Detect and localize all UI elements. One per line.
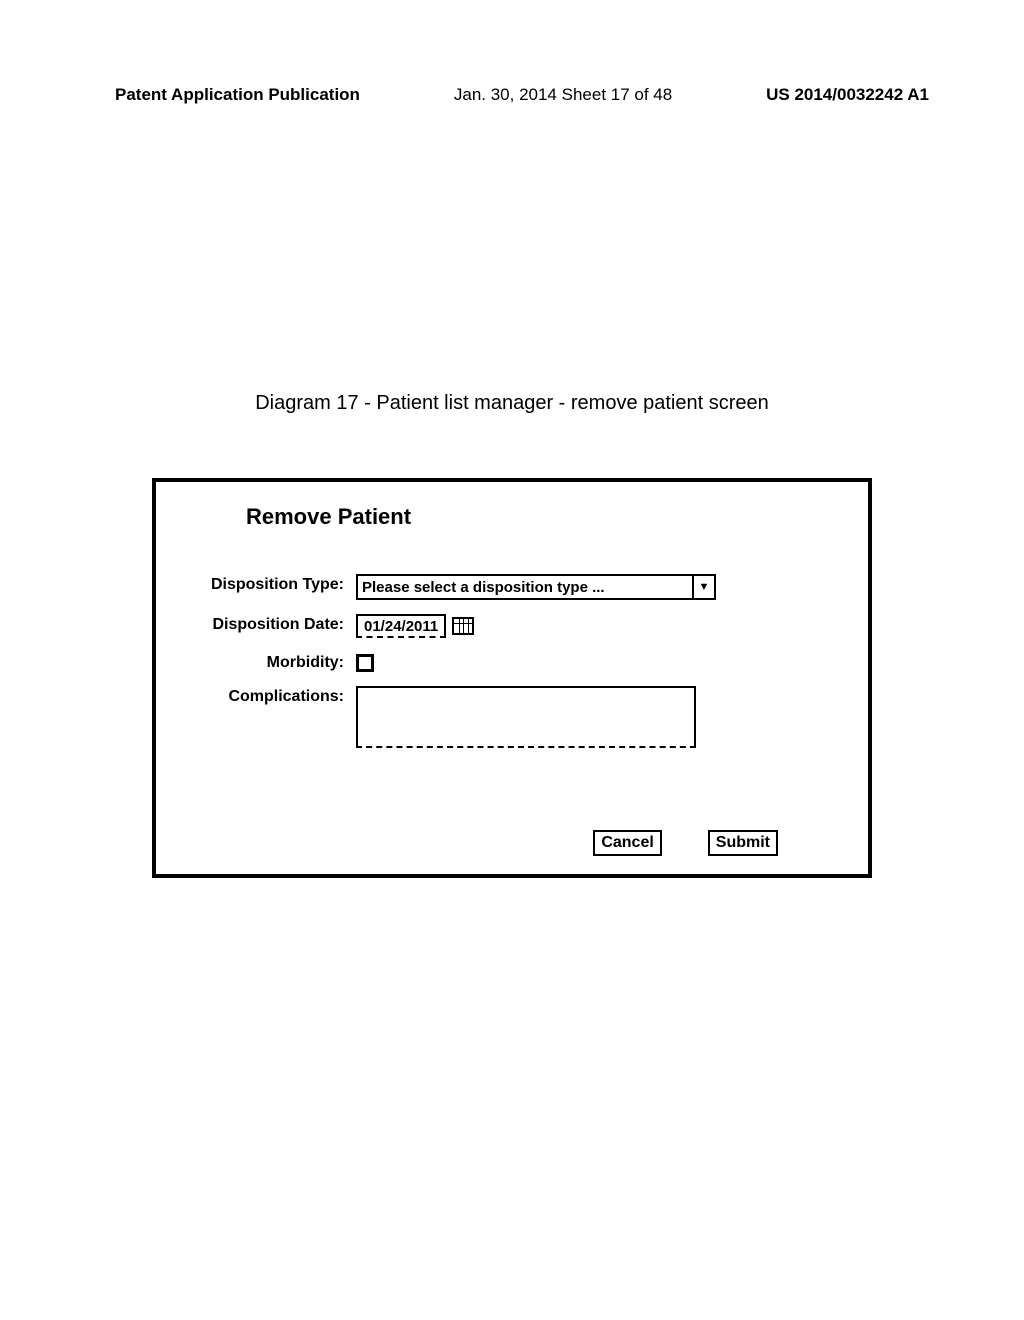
disposition-type-select[interactable]: Please select a disposition type ... ▼: [356, 574, 716, 600]
cancel-button[interactable]: Cancel: [593, 830, 661, 856]
row-complications: Complications:: [186, 686, 838, 748]
disposition-date-wrap: 01/24/2011: [356, 614, 474, 638]
remove-patient-dialog: Remove Patient Disposition Type: Please …: [152, 478, 872, 878]
complications-textarea[interactable]: [356, 686, 696, 748]
label-morbidity: Morbidity:: [186, 652, 356, 672]
calendar-icon[interactable]: [452, 617, 474, 635]
header-center: Jan. 30, 2014 Sheet 17 of 48: [454, 85, 672, 105]
button-row: Cancel Submit: [593, 830, 778, 856]
chevron-down-icon: ▼: [692, 576, 714, 598]
label-complications: Complications:: [186, 686, 356, 706]
diagram-caption: Diagram 17 - Patient list manager - remo…: [0, 392, 1024, 415]
submit-button[interactable]: Submit: [708, 830, 778, 856]
disposition-date-input[interactable]: 01/24/2011: [356, 614, 446, 638]
label-disposition-date: Disposition Date:: [186, 614, 356, 634]
disposition-type-placeholder: Please select a disposition type ...: [362, 579, 605, 596]
row-morbidity: Morbidity:: [186, 652, 838, 672]
morbidity-checkbox[interactable]: [356, 654, 374, 672]
page-header: Patent Application Publication Jan. 30, …: [115, 85, 929, 105]
row-disposition-date: Disposition Date: 01/24/2011: [186, 614, 838, 638]
header-left: Patent Application Publication: [115, 85, 360, 105]
patent-page: Patent Application Publication Jan. 30, …: [0, 0, 1024, 1320]
label-disposition-type: Disposition Type:: [186, 574, 356, 594]
dialog-title: Remove Patient: [246, 504, 838, 530]
header-right: US 2014/0032242 A1: [766, 85, 929, 105]
row-disposition-type: Disposition Type: Please select a dispos…: [186, 574, 838, 600]
